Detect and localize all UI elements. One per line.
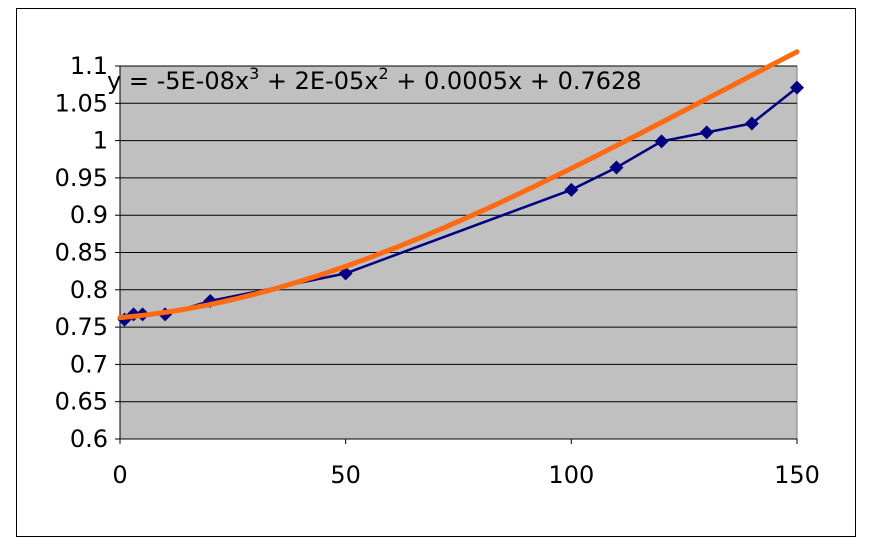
data-point <box>699 125 714 140</box>
y-tick-label: 0.7 <box>70 350 108 378</box>
data-point <box>654 134 669 149</box>
x-tick-label: 0 <box>112 461 127 489</box>
y-tick-label: 0.9 <box>70 201 108 229</box>
trendline <box>117 49 800 321</box>
y-tick-label: 0.75 <box>55 313 108 341</box>
x-tick-label: 150 <box>774 461 820 489</box>
y-tick-label: 0.85 <box>55 239 108 267</box>
data-point <box>790 80 804 95</box>
y-tick-label: 1.05 <box>55 89 108 117</box>
x-tick-label: 50 <box>330 461 361 489</box>
trendline-equation: y = -5E-08x3 + 2E-05x2 + 0.0005x + 0.762… <box>107 64 642 95</box>
chart-svg: 0.6 0.65 0.7 0.75 0.8 0.85 0.9 0.95 1 1.05 1.1 0 50 1… <box>55 49 820 489</box>
chart-frame: 0.6 0.65 0.7 0.75 0.8 0.85 0.9 0.95 1 1.05 1.1 0 50 1… <box>16 8 856 537</box>
y-tick-label: 0.8 <box>70 276 108 304</box>
y-tick-label: 0.95 <box>55 164 108 192</box>
x-tick-label: 100 <box>548 461 594 489</box>
y-tick-label: 1 <box>93 127 108 155</box>
data-point <box>609 160 624 175</box>
y-tick-label: 1.1 <box>70 52 108 80</box>
y-tick-label: 0.6 <box>70 425 108 453</box>
y-tick-label: 0.65 <box>55 388 108 416</box>
data-point <box>744 116 759 131</box>
data-point <box>564 182 579 197</box>
